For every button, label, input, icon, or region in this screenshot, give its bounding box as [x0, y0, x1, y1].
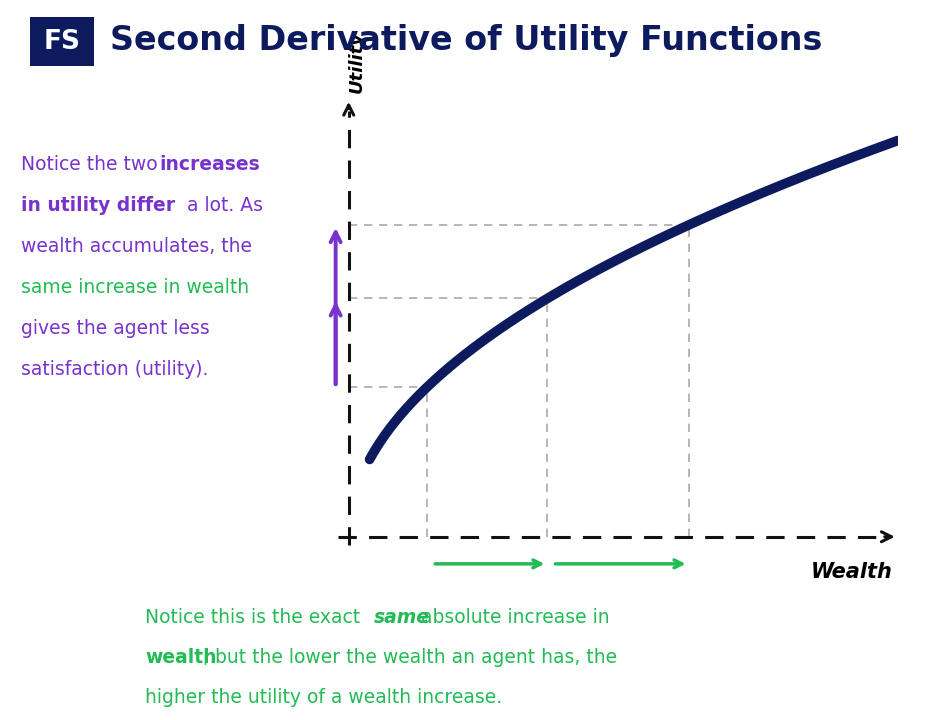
Text: higher the utility of a wealth increase.: higher the utility of a wealth increase. — [145, 688, 502, 706]
Text: satisfaction (utility).: satisfaction (utility). — [21, 360, 208, 379]
Text: in utility differ: in utility differ — [21, 196, 175, 215]
Text: increases: increases — [159, 155, 260, 174]
Text: Utility: Utility — [348, 31, 366, 93]
Text: , but the lower the wealth an agent has, the: , but the lower the wealth an agent has,… — [203, 648, 617, 667]
Text: wealth accumulates, the: wealth accumulates, the — [21, 237, 252, 256]
Text: a lot. As: a lot. As — [181, 196, 264, 215]
Text: gives the agent less: gives the agent less — [21, 319, 209, 338]
Text: Wealth: Wealth — [811, 562, 892, 582]
Text: Second Derivative of Utility Functions: Second Derivative of Utility Functions — [110, 24, 823, 57]
Text: FS: FS — [43, 29, 80, 55]
Text: Notice this is the exact: Notice this is the exact — [145, 608, 366, 627]
Text: same: same — [374, 608, 430, 627]
Text: wealth: wealth — [145, 648, 216, 667]
Text: same increase in wealth: same increase in wealth — [21, 278, 249, 297]
FancyBboxPatch shape — [27, 15, 96, 68]
Text: absolute increase in: absolute increase in — [415, 608, 610, 627]
Text: Notice the two: Notice the two — [21, 155, 164, 174]
